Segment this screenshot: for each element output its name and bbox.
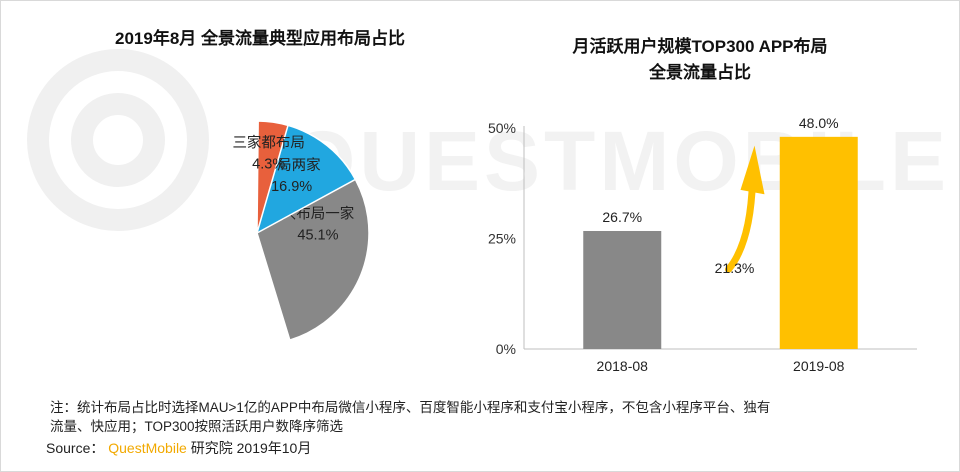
- source-suffix: 研究院 2019年10月: [190, 440, 312, 456]
- y-tick-label: 0%: [496, 341, 516, 357]
- footnote: 注：统计布局占比时选择MAU>1亿的APP中布局微信小程序、百度智能小程序和支付…: [50, 398, 930, 436]
- pie-chart-title: 2019年8月 全景流量典型应用布局占比: [115, 29, 405, 48]
- growth-arrow-shaft: [725, 177, 756, 273]
- x-tick-label: 2019-08: [793, 358, 845, 374]
- bar-chart-title: 月活跃用户规模TOP300 APP布局 全景流量占比: [520, 34, 880, 86]
- pie-value-label-1: 45.1%: [297, 228, 338, 244]
- growth-arrow-icon: [725, 145, 765, 273]
- bar-value-label: 26.7%: [602, 209, 642, 225]
- pie-value-label-3: 4.3%: [252, 157, 285, 173]
- source-brand: QuestMobile: [108, 440, 187, 456]
- pie-slice-3: [256, 120, 289, 234]
- source-line: Source： QuestMobile 研究院 2019年10月: [46, 438, 311, 458]
- growth-annotation-label: 21.3%: [715, 260, 755, 276]
- pie-value-label-2: 16.9%: [271, 179, 312, 195]
- x-tick-label: 2018-08: [597, 358, 649, 374]
- y-tick-label: 25%: [488, 231, 516, 247]
- footnote-line-1: 注：统计布局占比时选择MAU>1亿的APP中布局微信小程序、百度智能小程序和支付…: [50, 400, 771, 415]
- bar-title-line-2: 全景流量占比: [649, 63, 751, 82]
- footnote-line-2: 流量、快应用；TOP300按照活跃用户数降序筛选: [50, 419, 344, 434]
- bar-value-label: 48.0%: [799, 115, 839, 131]
- bar-2019-08: [779, 136, 858, 349]
- y-tick-label: 50%: [488, 120, 516, 136]
- growth-arrow-head: [740, 145, 765, 195]
- source-prefix: Source：: [46, 440, 105, 456]
- bar-2018-08: [583, 230, 662, 349]
- pie-slice-label-3: 三家都布局: [232, 135, 305, 152]
- bar-title-line-1: 月活跃用户规模TOP300 APP布局: [572, 37, 828, 56]
